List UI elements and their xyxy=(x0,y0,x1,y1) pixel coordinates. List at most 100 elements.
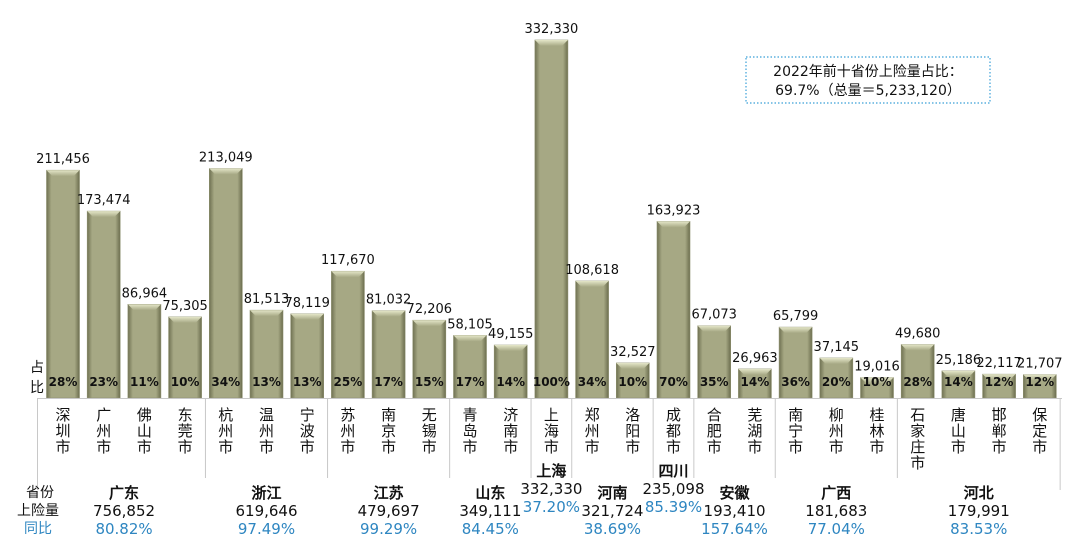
share-label: 14% xyxy=(496,375,525,389)
province-yoy: 157.64% xyxy=(701,520,768,538)
bar xyxy=(656,221,691,399)
bar-cap xyxy=(127,304,161,311)
city-label: 无锡市 xyxy=(422,406,437,456)
share-label: 36% xyxy=(781,375,810,389)
bar-group xyxy=(656,221,691,399)
volume-side-label: 上险量 xyxy=(17,503,59,519)
share-label: 23% xyxy=(89,375,118,389)
bar-group xyxy=(290,313,325,399)
share-label: 20% xyxy=(822,375,851,389)
value-label: 22,117 xyxy=(976,356,1022,371)
bar-group xyxy=(1022,374,1057,399)
bar-cap xyxy=(779,327,813,334)
city-label: 郑州市 xyxy=(585,406,600,456)
city-label: 桂林市 xyxy=(869,406,884,456)
city-label: 保定市 xyxy=(1032,406,1047,456)
bar-group xyxy=(982,373,1016,399)
bar xyxy=(86,210,121,399)
value-label: 86,964 xyxy=(122,286,168,301)
bar-cap xyxy=(290,313,324,320)
province-name: 江苏 xyxy=(374,484,404,502)
share-label: 11% xyxy=(130,375,159,389)
province-total: 619,646 xyxy=(235,502,297,520)
bar xyxy=(534,39,569,399)
city-label: 柳州市 xyxy=(829,406,844,456)
share-side-label-1: 占 xyxy=(30,360,44,376)
bar-group xyxy=(453,335,487,399)
bar-group xyxy=(493,344,528,399)
bar-group xyxy=(168,316,202,399)
bar-cap xyxy=(453,335,487,342)
province-total: 479,697 xyxy=(358,502,420,520)
province-total: 349,111 xyxy=(459,502,521,520)
share-label: 14% xyxy=(944,375,973,389)
value-label: 81,032 xyxy=(366,293,412,308)
city-label: 宁波市 xyxy=(300,406,315,456)
city-label: 芜湖市 xyxy=(747,406,762,456)
share-label: 13% xyxy=(252,375,281,389)
value-label: 81,513 xyxy=(244,292,290,307)
value-label: 213,049 xyxy=(199,150,253,165)
province-name: 四川 xyxy=(658,462,688,480)
province-total: 321,724 xyxy=(581,502,643,520)
bar xyxy=(493,344,528,399)
city-label: 佛山市 xyxy=(137,406,152,456)
share-label: 15% xyxy=(415,375,444,389)
bar-group xyxy=(697,325,732,399)
bar xyxy=(900,344,935,399)
bar-group xyxy=(249,309,284,399)
city-label: 南京市 xyxy=(381,406,396,456)
share-label: 17% xyxy=(456,375,485,389)
bar-cap xyxy=(657,221,690,228)
city-label: 温州市 xyxy=(259,406,274,456)
city-label: 苏州市 xyxy=(340,406,355,456)
annotation-box: 2022年前十省份上险量占比： 69.7%（总量＝5,233,120） xyxy=(745,56,991,104)
bar-cap xyxy=(372,310,406,317)
bar xyxy=(819,357,854,399)
bar-cap xyxy=(697,325,731,332)
value-label: 21,707 xyxy=(1017,357,1063,372)
share-label: 34% xyxy=(578,375,607,389)
bar-group xyxy=(860,377,894,399)
value-label: 65,799 xyxy=(773,309,819,324)
city-label: 青岛市 xyxy=(462,406,477,456)
city-label: 成都市 xyxy=(666,406,681,456)
bar xyxy=(209,168,243,399)
value-label: 58,105 xyxy=(447,317,493,332)
bar-cap xyxy=(901,344,935,351)
province-total: 193,410 xyxy=(704,502,766,520)
bar-cap xyxy=(46,170,80,177)
bar-group xyxy=(900,344,935,399)
annotation-line-1: 2022年前十省份上险量占比： xyxy=(773,63,963,80)
bar-cap xyxy=(87,211,121,218)
value-label: 72,206 xyxy=(407,302,453,317)
province-yoy: 85.39% xyxy=(645,498,702,516)
province-name: 广东 xyxy=(109,484,139,502)
bar-cap xyxy=(575,280,609,287)
bar-group xyxy=(209,168,243,399)
bar-group xyxy=(738,368,772,399)
bar-cap xyxy=(982,374,1016,381)
share-label: 28% xyxy=(49,375,78,389)
province-yoy: 83.53% xyxy=(950,520,1007,538)
city-label: 东莞市 xyxy=(178,406,193,456)
yoy-side-label: 同比 xyxy=(24,521,52,537)
city-label: 上海市 xyxy=(544,406,559,456)
province-yoy: 77.04% xyxy=(808,520,865,538)
bar xyxy=(331,270,365,399)
share-label: 12% xyxy=(1025,375,1054,389)
share-label: 13% xyxy=(293,375,322,389)
annotation-line-2: 69.7%（总量＝5,233,120） xyxy=(775,83,961,99)
value-label: 173,474 xyxy=(77,193,131,208)
value-label: 32,527 xyxy=(610,345,656,360)
province-name: 安徽 xyxy=(720,484,751,502)
bar-group xyxy=(819,357,854,399)
share-label: 12% xyxy=(985,375,1014,389)
province-yoy: 84.45% xyxy=(462,520,519,538)
city-label: 深圳市 xyxy=(55,406,70,456)
bar xyxy=(778,326,813,399)
bar-cap xyxy=(819,357,853,364)
province-total: 332,330 xyxy=(520,480,582,498)
bar-cap xyxy=(860,377,894,384)
bar-cap xyxy=(534,40,568,46)
